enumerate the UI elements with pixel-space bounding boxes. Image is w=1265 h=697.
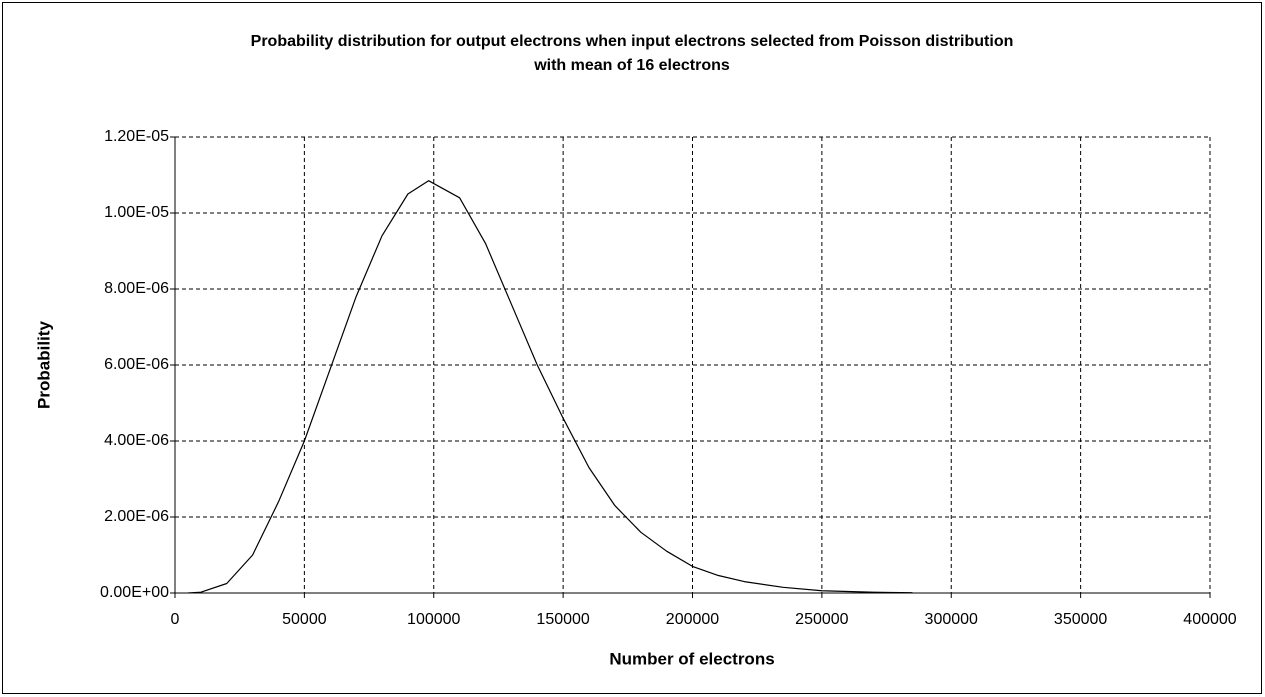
chart-title: Probability distribution for output elec… — [251, 33, 1014, 50]
y-axis-label: Probability — [34, 321, 53, 409]
x-tick-label: 300000 — [925, 611, 978, 628]
x-tick-label: 200000 — [666, 611, 719, 628]
x-tick-label: 100000 — [407, 611, 460, 628]
y-tick-label: 8.00E-06 — [104, 280, 169, 297]
chart-title: with mean of 16 electrons — [533, 57, 730, 74]
x-axis-label: Number of electrons — [609, 649, 774, 668]
y-tick-label: 1.00E-05 — [104, 204, 169, 221]
y-tick-label: 2.00E-06 — [104, 508, 169, 525]
x-tick-label: 50000 — [282, 611, 327, 628]
x-tick-label: 250000 — [795, 611, 848, 628]
y-tick-label: 1.20E-05 — [104, 128, 169, 145]
y-tick-label: 6.00E-06 — [104, 356, 169, 373]
x-tick-label: 350000 — [1054, 611, 1107, 628]
x-tick-label: 0 — [171, 611, 180, 628]
y-tick-label: 4.00E-06 — [104, 432, 169, 449]
x-tick-label: 400000 — [1183, 611, 1236, 628]
y-tick-label: 0.00E+00 — [100, 584, 169, 601]
x-tick-label: 150000 — [536, 611, 589, 628]
data-line — [187, 180, 913, 594]
